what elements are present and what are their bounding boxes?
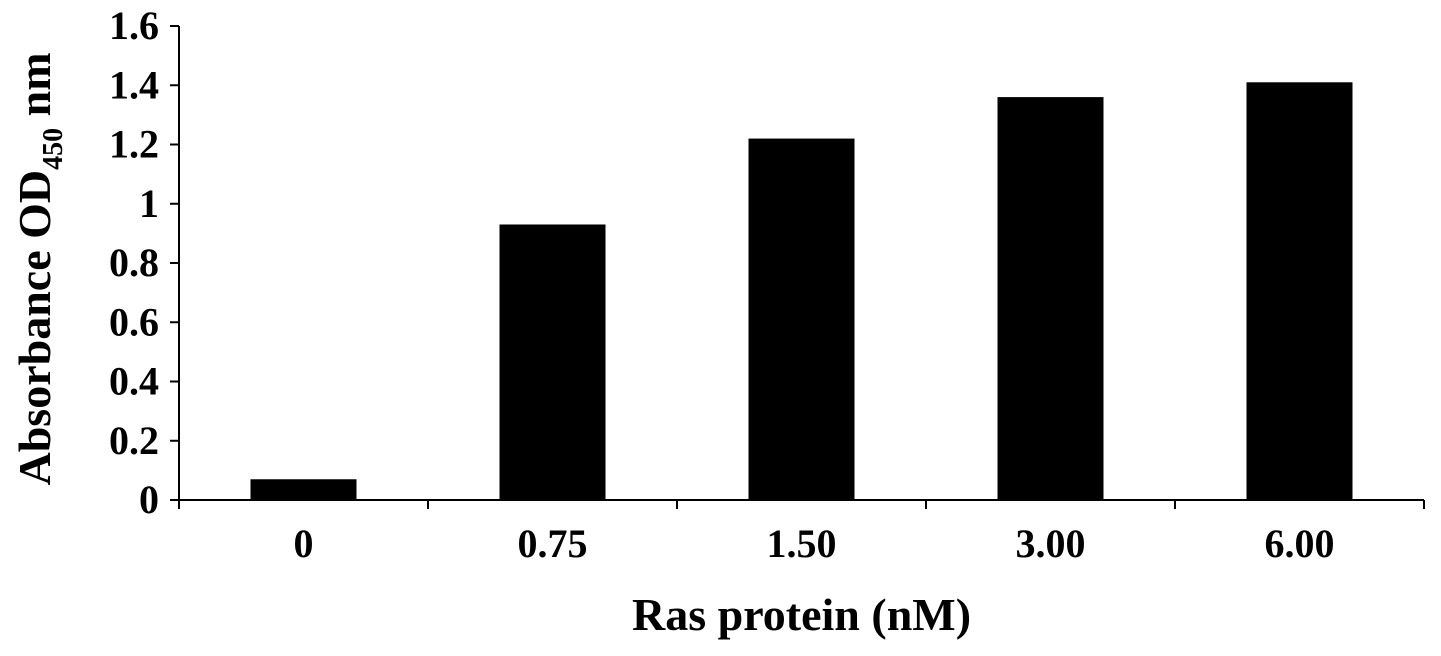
bars [250, 82, 1353, 501]
x-tick-label: 6.00 [1265, 521, 1335, 566]
y-axis-title: Absorbance OD450 nm [9, 52, 69, 485]
y-tick-label: 1.6 [109, 3, 159, 48]
bar [250, 479, 357, 500]
bar [1246, 82, 1353, 500]
bar [997, 97, 1104, 500]
y-tick-label: 1.2 [109, 122, 159, 167]
x-tick-labels: 0 0.75 1.50 3.00 6.00 [294, 521, 1335, 566]
y-axis-title-prefix: Absorbance OD [9, 170, 60, 486]
y-tick-label: 0.2 [109, 418, 159, 463]
y-tick-label: 0.8 [109, 240, 159, 285]
y-tick-label: 1.4 [109, 62, 159, 107]
y-tick-labels: 0 0.2 0.4 0.6 0.8 1 1.2 1.4 1.6 [109, 3, 159, 522]
bar [748, 138, 855, 500]
x-tick-label: 0 [294, 521, 314, 566]
x-tick-label: 3.00 [1016, 521, 1086, 566]
x-tick-label: 1.50 [767, 521, 837, 566]
bar [499, 224, 606, 501]
y-tick-label: 0.6 [109, 299, 159, 344]
x-tick-label: 0.75 [518, 521, 588, 566]
y-tick-label: 0 [139, 477, 159, 522]
x-axis-title: Ras protein (nM) [632, 589, 971, 640]
y-tick-label: 0.4 [109, 359, 159, 404]
y-axis-title-subscript: 450 [38, 128, 69, 170]
y-axis-title-suffix: nm [9, 52, 60, 127]
y-tick-label: 1 [139, 181, 159, 226]
